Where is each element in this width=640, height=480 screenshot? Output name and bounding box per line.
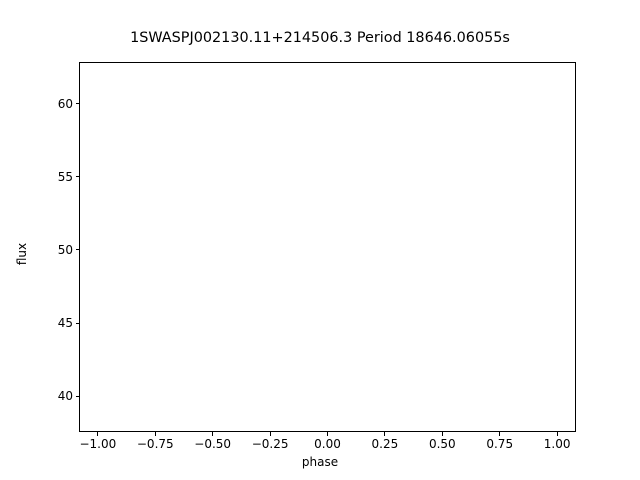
x-axis-tick-mark	[556, 432, 558, 436]
x-axis-tick-mark	[384, 432, 386, 436]
scatter-plot-canvas	[80, 63, 575, 431]
y-axis-tick-mark	[75, 395, 79, 397]
y-axis-tick-label: 50	[57, 242, 73, 257]
x-axis-tick-label: 0.00	[314, 437, 341, 451]
x-axis-tick-label: −0.25	[251, 437, 289, 451]
x-axis-tick-label: 0.50	[428, 437, 456, 451]
x-axis-label: phase	[301, 455, 339, 469]
page-title: 1SWASPJ002130.11+214506.3 Period 18646.0…	[130, 30, 510, 46]
x-axis-tick-mark	[97, 432, 99, 436]
x-axis-tick-mark	[441, 432, 443, 436]
y-axis-label: flux	[15, 242, 29, 266]
y-axis-tick-label: 60	[57, 96, 73, 111]
x-axis-tick-label: 1.00	[543, 437, 571, 451]
y-axis-tick-mark	[75, 249, 79, 251]
x-axis-tick-mark	[499, 432, 501, 436]
y-axis-tick-label: 40	[57, 389, 73, 404]
y-axis-tick-mark	[75, 322, 79, 324]
x-axis-tick-label: −1.00	[79, 437, 117, 451]
x-axis-tick-label: −0.75	[136, 437, 174, 451]
x-axis-tick-mark	[154, 432, 156, 436]
x-axis-tick-label: 0.75	[486, 437, 514, 451]
y-axis-tick-mark	[75, 103, 79, 104]
y-axis-tick-mark	[75, 176, 79, 178]
x-axis-tick-mark	[327, 432, 328, 436]
y-axis-tick-label: 45	[57, 316, 73, 331]
x-axis-tick-label: −0.50	[194, 437, 232, 451]
x-axis-tick-mark	[269, 432, 271, 436]
x-axis-tick-mark	[212, 432, 214, 436]
y-axis-tick-label: 55	[57, 169, 73, 184]
x-axis-tick-label: 0.25	[371, 437, 399, 451]
